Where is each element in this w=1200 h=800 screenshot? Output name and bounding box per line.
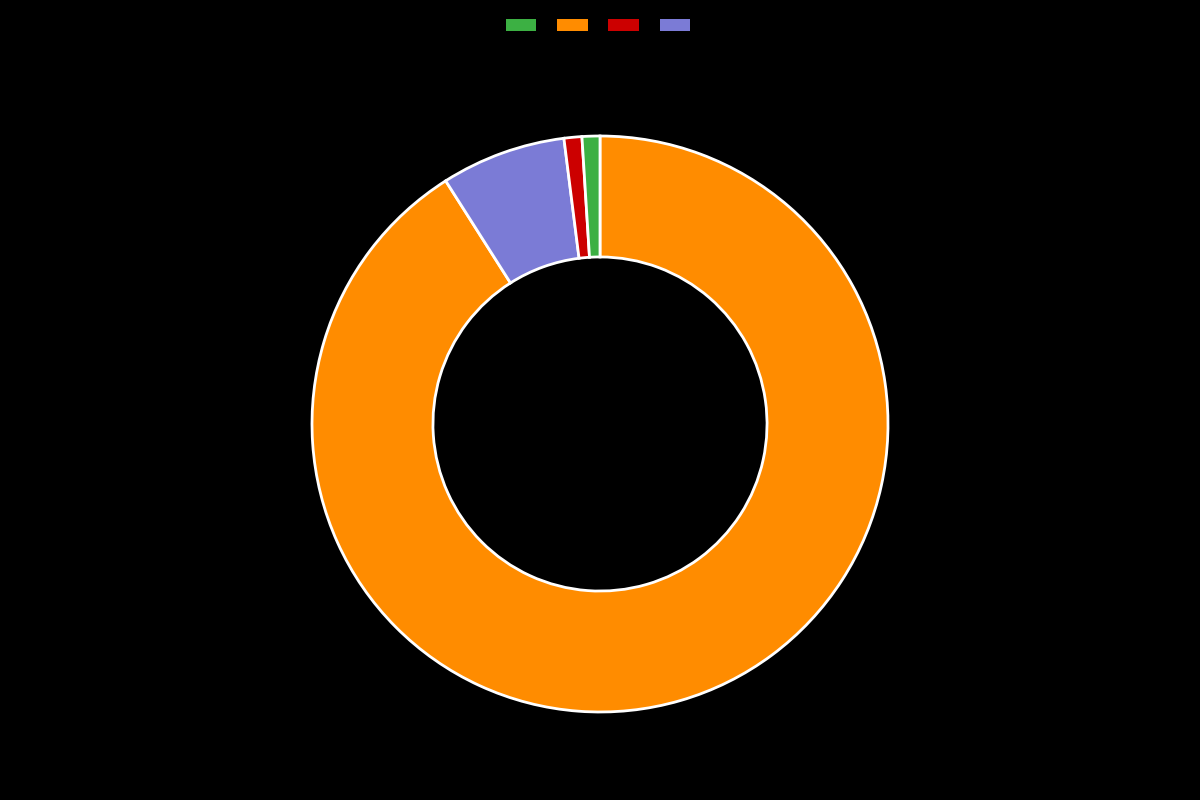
Wedge shape	[445, 138, 580, 283]
Wedge shape	[312, 136, 888, 712]
Wedge shape	[564, 137, 589, 258]
Wedge shape	[582, 136, 600, 258]
Legend: , , , : , , ,	[500, 14, 700, 38]
